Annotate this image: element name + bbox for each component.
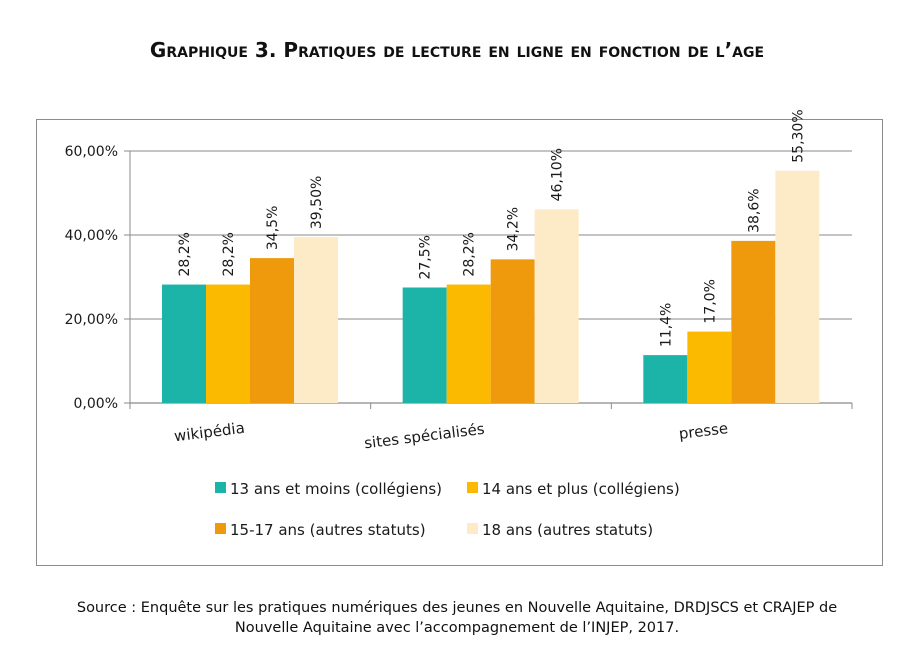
legend-swatch (215, 482, 226, 493)
source-line-2: Nouvelle Aquitaine avec l’accompagnement… (234, 620, 680, 636)
data-label: 28,2% (462, 232, 478, 276)
y-tick-label: 60,00% (65, 144, 118, 160)
data-label: 11,4% (658, 303, 674, 347)
legend-swatch (215, 523, 226, 534)
bar (534, 209, 579, 403)
bar (402, 287, 447, 403)
data-label: 55,30% (790, 109, 806, 162)
bar (731, 240, 776, 403)
source-line-1: Source : Enquête sur les pratiques numér… (76, 600, 838, 616)
data-label: 27,5% (418, 235, 434, 279)
source-note: Source : Enquête sur les pratiques numér… (0, 598, 914, 638)
legend-label: 13 ans et moins (collégiens) (230, 480, 442, 498)
y-tick-label: 20,00% (65, 312, 118, 328)
bar (162, 284, 206, 403)
data-label: 39,50% (309, 176, 325, 229)
y-tick-label: 0,00% (74, 396, 118, 412)
legend-swatch (467, 523, 478, 534)
data-label: 38,6% (746, 188, 762, 232)
category-label: wikipédia (173, 419, 246, 446)
data-label: 34,2% (506, 207, 522, 251)
legend-label: 15-17 ans (autres statuts) (230, 521, 426, 539)
bar (687, 331, 732, 403)
bar (775, 170, 820, 403)
data-label: 34,5% (265, 206, 281, 250)
bar (294, 237, 338, 403)
legend-label: 18 ans (autres statuts) (482, 521, 653, 539)
bar (206, 284, 250, 403)
data-label: 17,0% (702, 279, 718, 323)
chart-title: Graphique 3. Pratiques de lecture en lig… (149, 38, 765, 62)
bar (250, 258, 294, 403)
chart-frame (36, 119, 883, 566)
legend-swatch (467, 482, 478, 493)
data-label: 46,10% (550, 148, 566, 201)
category-label: presse (678, 419, 729, 443)
bar (490, 259, 535, 403)
bar (446, 284, 491, 403)
legend-label: 14 ans et plus (collégiens) (482, 480, 680, 498)
data-label: 28,2% (221, 232, 237, 276)
category-label: sites spécialisés (363, 420, 486, 453)
y-tick-label: 40,00% (65, 228, 118, 244)
bar (643, 355, 688, 403)
data-label: 28,2% (177, 232, 193, 276)
